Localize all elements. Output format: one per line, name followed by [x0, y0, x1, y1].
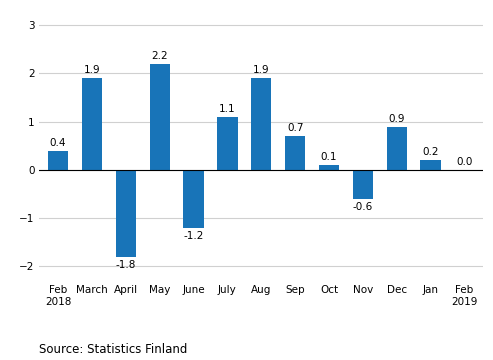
Bar	[251, 78, 272, 170]
Bar	[183, 170, 204, 228]
Bar	[116, 170, 136, 257]
Bar	[319, 165, 339, 170]
Text: 0.7: 0.7	[287, 123, 303, 133]
Text: 0.0: 0.0	[457, 157, 473, 167]
Bar	[149, 64, 170, 170]
Bar	[217, 117, 238, 170]
Bar	[421, 160, 441, 170]
Bar	[48, 150, 68, 170]
Text: 0.4: 0.4	[50, 138, 67, 148]
Bar	[82, 78, 102, 170]
Text: 0.2: 0.2	[423, 147, 439, 157]
Bar	[352, 170, 373, 199]
Bar	[387, 126, 407, 170]
Text: 1.1: 1.1	[219, 104, 236, 114]
Text: -1.2: -1.2	[183, 231, 204, 240]
Text: 2.2: 2.2	[151, 51, 168, 61]
Bar	[285, 136, 305, 170]
Text: Source: Statistics Finland: Source: Statistics Finland	[39, 343, 188, 356]
Text: -0.6: -0.6	[353, 202, 373, 212]
Text: 0.1: 0.1	[321, 152, 337, 162]
Text: 1.9: 1.9	[253, 66, 270, 75]
Text: -1.8: -1.8	[116, 260, 136, 270]
Text: 0.9: 0.9	[388, 114, 405, 123]
Text: 1.9: 1.9	[84, 66, 100, 75]
